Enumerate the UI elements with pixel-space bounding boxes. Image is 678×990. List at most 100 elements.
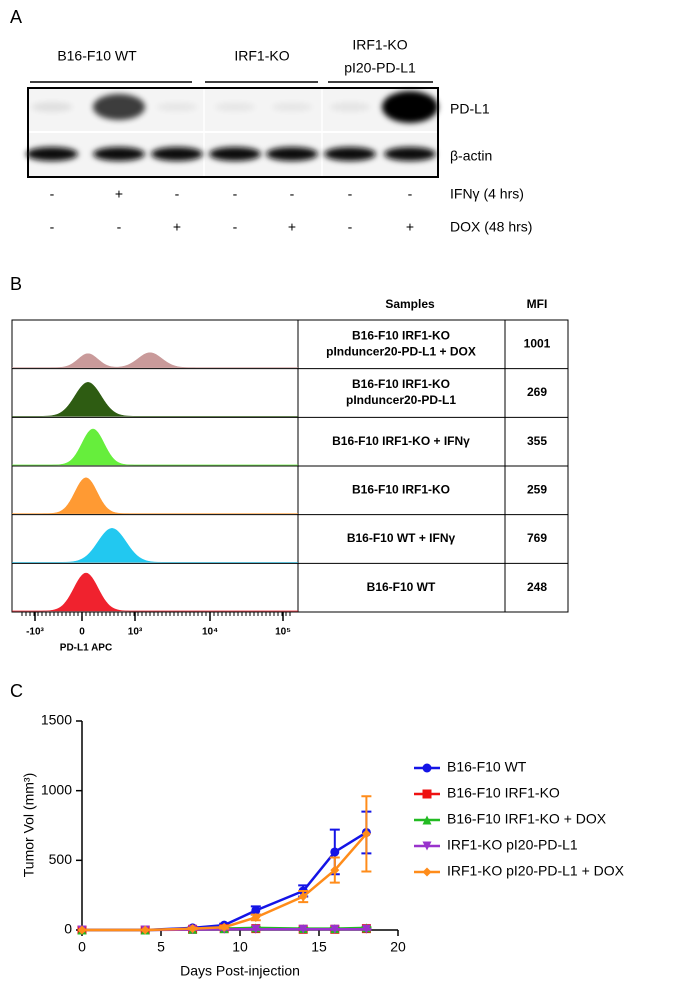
treatment-sign: + [406, 219, 414, 235]
treatment-sign: + [173, 219, 181, 235]
y-tick-label: 1500 [41, 712, 72, 728]
group-label: B16-F10 WT [57, 48, 137, 64]
mfi-value: 259 [527, 483, 547, 497]
tick-label: 10⁵ [275, 627, 291, 638]
mfi-value: 248 [527, 580, 547, 594]
sample-name: pInduncer20-PD-L1 + DOX [326, 345, 476, 359]
histogram [11, 382, 299, 417]
marker [251, 912, 261, 922]
marker [188, 924, 198, 934]
legend-label: B16-F10 IRF1-KO [447, 785, 560, 801]
x-tick-label: 10 [232, 939, 248, 955]
treatment-sign: - [50, 219, 55, 235]
sample-name: B16-F10 IRF1-KO [352, 377, 450, 391]
treatment-sign: - [233, 219, 238, 235]
treatment-sign: - [348, 219, 353, 235]
mfi-value: 269 [527, 385, 547, 399]
histogram [11, 477, 299, 514]
pd-l1-band [93, 94, 145, 120]
y-tick-label: 0 [64, 921, 72, 937]
legend-marker [422, 867, 432, 877]
y-tick-label: 500 [49, 851, 73, 867]
pd-l1-band [31, 102, 73, 112]
marker [251, 924, 261, 934]
legend-marker [422, 815, 432, 825]
x-tick-label: 20 [390, 939, 406, 955]
histogram [11, 528, 299, 563]
pd-l1-band [382, 91, 438, 123]
marker [330, 865, 340, 875]
treatment-label: IFNγ (4 hrs) [450, 186, 524, 202]
tick-label: 0 [79, 627, 85, 638]
table-header: Samples [385, 297, 435, 311]
band-label: PD-L1 [450, 101, 490, 117]
marker [140, 925, 150, 935]
tick-label: 10³ [128, 627, 143, 638]
sample-name: B16-F10 WT + IFNγ [347, 531, 456, 545]
legend-marker [422, 763, 432, 773]
treatment-sign: - [408, 186, 413, 202]
treatment-sign: + [288, 219, 296, 235]
histogram [12, 428, 298, 466]
pd-l1-band [271, 102, 313, 112]
legend-label: IRF1-KO pI20-PD-L1 + DOX [447, 863, 625, 879]
actin-band [93, 147, 145, 161]
x-axis-label: Days Post-injection [180, 963, 300, 979]
actin-band [266, 147, 318, 161]
treatment-sign: + [115, 186, 123, 202]
marker [361, 924, 371, 934]
legend-label: B16-F10 IRF1-KO + DOX [447, 811, 607, 827]
band-label: β-actin [450, 148, 492, 164]
actin-band [26, 147, 78, 161]
tick-label: 10⁴ [202, 627, 218, 638]
pd-l1-band [214, 102, 256, 112]
sample-name: B16-F10 IRF1-KO [352, 329, 450, 343]
tick-label: -10³ [26, 627, 44, 638]
group-label: IRF1-KO [234, 48, 289, 64]
actin-band [209, 147, 261, 161]
x-tick-label: 0 [78, 939, 86, 955]
group-label: IRF1-KO [352, 37, 407, 53]
panel-label: B [10, 274, 22, 294]
treatment-sign: - [348, 186, 353, 202]
x-tick-label: 5 [157, 939, 165, 955]
panel-label: A [10, 7, 22, 27]
actin-band [324, 147, 376, 161]
sample-name: B16-F10 IRF1-KO [352, 483, 450, 497]
legend-marker [422, 789, 432, 799]
marker [219, 922, 229, 932]
mfi-value: 769 [527, 531, 547, 545]
marker [361, 829, 371, 839]
actin-band [151, 147, 203, 161]
legend-label: B16-F10 WT [447, 759, 527, 775]
marker [298, 892, 308, 902]
group-label: pI20-PD-L1 [344, 60, 416, 76]
x-tick-label: 15 [311, 939, 327, 955]
mfi-value: 355 [527, 434, 547, 448]
marker [77, 925, 87, 935]
marker [251, 905, 261, 915]
sample-name: pInduncer20-PD-L1 [346, 393, 456, 407]
treatment-sign: - [290, 186, 295, 202]
treatment-sign: - [233, 186, 238, 202]
y-axis-label: Tumor Vol (mm³) [21, 773, 37, 877]
axis-label: PD-L1 APC [60, 643, 112, 654]
actin-band [384, 147, 436, 161]
series-line [82, 833, 368, 932]
mfi-value: 1001 [524, 337, 551, 351]
marker [298, 924, 308, 934]
table-header: MFI [527, 297, 548, 311]
histogram [11, 352, 299, 368]
legend-label: IRF1-KO pI20-PD-L1 [447, 837, 578, 853]
marker [330, 924, 340, 934]
pd-l1-band [329, 102, 371, 112]
sample-name: B16-F10 WT [367, 580, 436, 594]
treatment-sign: - [175, 186, 180, 202]
blot-bands [26, 91, 438, 161]
marker [330, 847, 340, 857]
sample-name: B16-F10 IRF1-KO + IFNγ [332, 434, 470, 448]
treatment-label: DOX (48 hrs) [450, 219, 532, 235]
histogram [12, 572, 298, 612]
legend-marker [422, 841, 432, 851]
